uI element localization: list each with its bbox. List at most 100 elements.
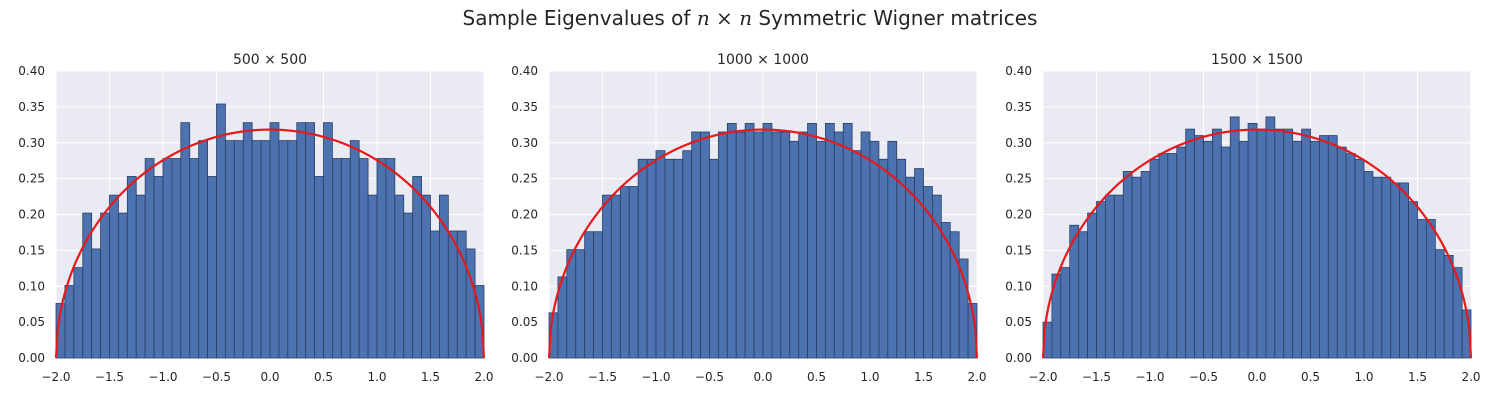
- x-tick-label: 2.0: [967, 370, 986, 384]
- histogram-bar: [135, 194, 146, 359]
- histogram-bar: [1283, 128, 1294, 359]
- histogram-bar: [278, 140, 289, 359]
- histogram-bar: [896, 158, 907, 359]
- histogram-bar: [1185, 128, 1195, 359]
- histogram-bar: [958, 258, 969, 359]
- histogram-panel-3: 1500 × 1500 −2.0 −1.5 −1.0 −0.5 0.0 0.5 1.0 1.5 2…: [1005, 52, 1480, 384]
- histogram-bar: [109, 194, 119, 359]
- panel-title: 1500 × 1500: [1211, 52, 1303, 68]
- histogram-bar: [593, 231, 603, 359]
- histogram-bar: [825, 122, 835, 359]
- histogram-bar: [314, 176, 324, 359]
- histogram-bar: [144, 158, 155, 359]
- histogram-bar: [180, 122, 191, 359]
- histogram-bar: [260, 140, 271, 359]
- histogram-bar: [1372, 176, 1383, 359]
- x-tick-label: −1.0: [148, 370, 177, 384]
- histogram-bar: [718, 131, 728, 359]
- x-tick-label: 1.5: [914, 370, 933, 384]
- histogram-bar: [305, 122, 315, 359]
- x-tick-label: −0.5: [202, 370, 231, 384]
- histogram-bar: [1238, 140, 1249, 359]
- histogram-bar: [860, 131, 871, 359]
- histogram-bar: [709, 158, 719, 359]
- histogram-bar: [842, 122, 853, 359]
- x-tick-label: 0.0: [1247, 370, 1266, 384]
- y-tick-label: 0.05: [18, 315, 45, 329]
- histogram-bar: [91, 248, 101, 359]
- x-tick-label: 0.0: [260, 370, 279, 384]
- histogram-bar: [216, 103, 226, 359]
- histogram-bar: [798, 131, 808, 359]
- figure-title-suffix: Symmetric Wigner matrices: [752, 6, 1038, 30]
- x-tick-label: −2.0: [534, 370, 563, 384]
- histogram-bar: [1336, 146, 1347, 359]
- histogram-bar: [1220, 146, 1231, 359]
- histogram-bar: [367, 194, 378, 359]
- y-tick-label: 0.15: [511, 243, 538, 257]
- histogram-bar: [1096, 201, 1106, 359]
- y-tick-label: 0.00: [511, 351, 538, 365]
- histogram-bar: [655, 150, 666, 359]
- histogram-bar: [682, 150, 693, 359]
- histogram-bar: [611, 194, 621, 359]
- y-tick-label: 0.35: [1005, 100, 1032, 114]
- histogram-bar: [726, 122, 737, 359]
- histogram-bar: [816, 140, 826, 359]
- y-tick-label: 0.15: [1005, 243, 1032, 257]
- histogram-bar: [575, 249, 586, 359]
- histogram-bar: [753, 131, 764, 359]
- histogram-bar: [421, 194, 431, 359]
- histogram-bar: [1113, 194, 1124, 359]
- histogram-bar: [735, 131, 746, 359]
- histogram-bar: [700, 131, 710, 359]
- histogram-bar: [162, 158, 173, 359]
- x-tick-label: 1.0: [1354, 370, 1373, 384]
- histogram-bar: [323, 122, 333, 359]
- histogram-bar: [1212, 128, 1222, 359]
- y-tick-label: 0.40: [1005, 64, 1032, 78]
- y-tick-label: 0.15: [18, 243, 45, 257]
- y-tick-label: 0.30: [511, 136, 538, 150]
- histogram-bar: [1158, 153, 1169, 359]
- histogram-bar: [100, 212, 110, 359]
- y-tick-label: 0.00: [18, 351, 45, 365]
- histogram-bar: [242, 122, 253, 359]
- panel-title: 500 × 500: [233, 52, 307, 68]
- histogram-bar: [1434, 249, 1445, 359]
- histogram-bar: [332, 158, 342, 359]
- histogram-bar: [878, 158, 889, 359]
- histogram-bar: [1149, 158, 1160, 359]
- histogram-bar: [1345, 153, 1356, 359]
- histogram-bar: [691, 131, 701, 359]
- histogram-bar: [673, 158, 684, 359]
- histogram-bar: [1319, 135, 1329, 359]
- x-tick-label: −0.5: [695, 370, 724, 384]
- histogram-bar: [233, 140, 244, 359]
- histogram-bar: [1167, 153, 1178, 359]
- y-tick-label: 0.35: [18, 100, 45, 114]
- histogram-bar: [412, 176, 422, 359]
- histogram-bar: [1247, 122, 1258, 359]
- histogram-bar: [1256, 128, 1267, 359]
- x-tick-label: −1.5: [1082, 370, 1111, 384]
- histogram-bar: [287, 140, 298, 359]
- histogram-bar: [771, 131, 782, 359]
- x-tick-label: 0.0: [753, 370, 772, 384]
- y-tick-label: 0.35: [511, 100, 538, 114]
- histogram-bar: [251, 140, 262, 359]
- y-tick-label: 0.25: [1005, 172, 1032, 186]
- histogram-bar: [1327, 135, 1338, 359]
- x-tick-label: 2.0: [1461, 370, 1480, 384]
- x-tick-label: −1.0: [1135, 370, 1164, 384]
- histogram-bar: [1381, 176, 1392, 359]
- histogram-bar: [1310, 140, 1320, 359]
- histogram-bar: [403, 212, 414, 359]
- histogram-bar: [664, 158, 675, 359]
- x-tick-label: −1.0: [641, 370, 670, 384]
- figure-title: Sample Eigenvalues of n × n Symmetric Wi…: [0, 6, 1500, 30]
- y-tick-label: 0.05: [1005, 315, 1032, 329]
- histogram-bar: [1363, 171, 1374, 359]
- y-tick-label: 0.30: [1005, 136, 1032, 150]
